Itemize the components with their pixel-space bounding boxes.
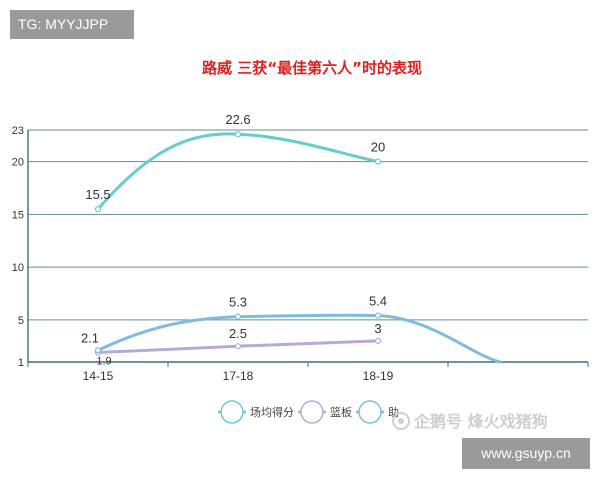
series-assists-line [96,313,502,364]
data-point[interactable] [94,205,102,213]
data-point[interactable] [374,312,382,319]
legend[interactable]: 场均得分 篮板 助 [218,400,399,424]
data-label: 5.3 [229,295,247,310]
legend-item[interactable]: 篮板 [298,400,352,424]
grid-lines [28,129,588,363]
legend-label: 助 [388,405,399,419]
legend-swatch-circle [358,400,382,424]
data-label: 15.5 [85,187,110,202]
data-label: 3 [374,321,381,336]
data-label: 22.6 [225,112,250,127]
series-lines [94,131,502,364]
data-labels: 15.5 22.6 20 1.9 2.5 3 2.1 5.3 5.4 [81,112,387,367]
data-point[interactable] [234,131,242,138]
data-label: 2.5 [229,326,247,341]
brand-watermark: 企鹅号 烽火戏猪狗 [392,408,548,432]
legend-item[interactable]: 场均得分 [218,400,294,424]
legend-swatch-circle [220,400,244,424]
y-tick-label: 5 [18,315,24,327]
data-label: 1.9 [96,356,111,368]
y-tick-label: 15 [12,209,24,221]
data-point[interactable] [234,343,242,350]
data-point[interactable] [234,313,242,320]
legend-label: 场均得分 [250,405,294,419]
x-tick-label: 14-15 [83,369,114,383]
y-tick-label: 20 [12,157,24,169]
penguin-logo-icon [392,412,410,430]
data-point[interactable] [94,347,102,354]
data-label: 20 [371,140,385,155]
watermark-top: TG: MYYJJPP [10,10,134,39]
brand-text: 企鹅号 烽火戏猪狗 [414,412,548,431]
data-label: 5.4 [369,294,387,309]
data-label: 2.1 [81,330,99,345]
legend-label: 篮板 [330,405,352,419]
legend-swatch-circle [300,400,324,424]
x-tick-label: 17-18 [223,369,254,383]
y-tick-label: 1 [18,357,24,369]
y-tick-label: 23 [12,125,24,137]
series-points-line [96,132,380,211]
data-point[interactable] [374,158,382,165]
chart-title: 路威 三获“最佳第六人”时的表现 [202,59,422,77]
x-tick-label: 18-19 [363,369,394,383]
y-tick-label: 10 [12,262,24,274]
legend-item[interactable]: 助 [356,400,399,424]
data-point[interactable] [374,337,382,345]
watermark-bottom: www.gsuyp.cn [462,438,590,469]
